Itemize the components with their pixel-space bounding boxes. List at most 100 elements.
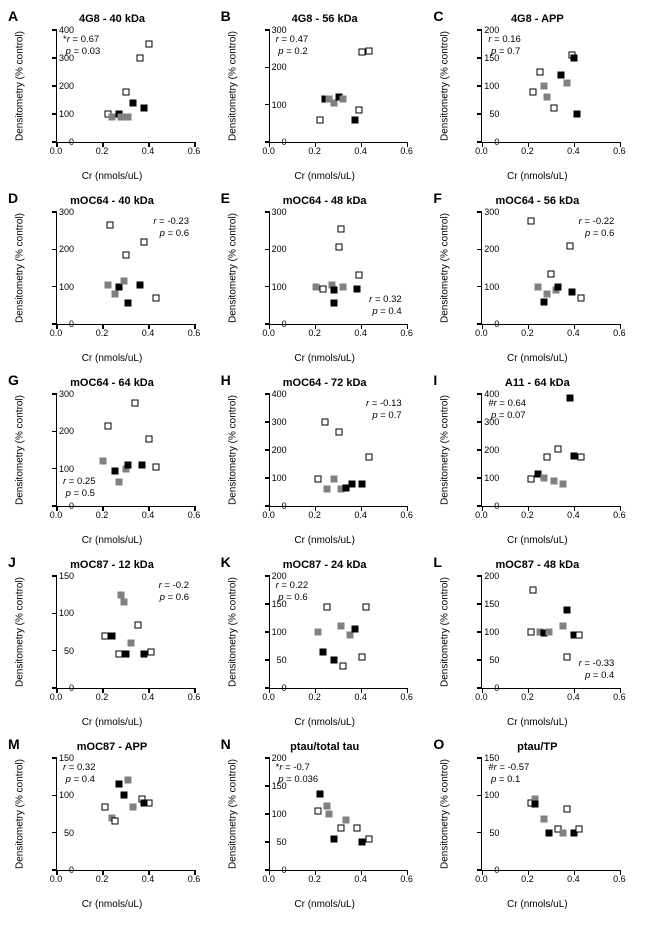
data-point <box>129 803 136 810</box>
data-point <box>555 445 562 452</box>
x-tick-label: 0.4 <box>354 510 367 520</box>
stats-label: #r = -0.57 p = 0.1 <box>488 762 529 786</box>
x-axis-label: Cr (nmols/uL) <box>433 171 641 182</box>
x-axis-label: Cr (nmols/uL) <box>8 353 216 364</box>
x-tick-label: 0.2 <box>96 874 109 884</box>
data-point <box>319 648 326 655</box>
data-point <box>349 480 356 487</box>
panel-L: LmOC87 - 48 kDa0501001502000.00.20.40.6r… <box>433 554 641 732</box>
data-point <box>141 105 148 112</box>
data-point <box>543 454 550 461</box>
y-axis-label: Densitometry (% control) <box>227 577 238 687</box>
data-point <box>324 603 331 610</box>
data-point <box>564 606 571 613</box>
data-point <box>317 116 324 123</box>
data-point <box>123 651 130 658</box>
data-point <box>104 281 111 288</box>
x-tick-label: 0.2 <box>308 328 321 338</box>
x-tick-label: 0.4 <box>567 692 580 702</box>
data-point <box>125 113 132 120</box>
data-point <box>146 435 153 442</box>
data-point <box>546 629 553 636</box>
data-point <box>559 829 566 836</box>
panel-title: ptau/TP <box>433 741 641 753</box>
data-point <box>569 289 576 296</box>
x-tick-label: 0.0 <box>475 328 488 338</box>
x-tick-label: 0.0 <box>50 328 63 338</box>
data-point <box>100 458 107 465</box>
plot-area: r = -0.33 p = 0.4 <box>481 576 620 689</box>
x-tick-label: 0.4 <box>567 328 580 338</box>
y-axis-label: Densitometry (% control) <box>227 31 238 141</box>
data-point <box>118 591 125 598</box>
y-axis-label: Densitometry (% control) <box>440 31 451 141</box>
plot-area: r = 0.32 p = 0.4 <box>269 212 408 325</box>
data-point <box>564 80 571 87</box>
panel-title: mOC64 - 72 kDa <box>221 377 429 389</box>
panel-title: 4G8 - APP <box>433 13 641 25</box>
panel-title: mOC64 - 48 kDa <box>221 195 429 207</box>
x-tick-label: 0.0 <box>475 874 488 884</box>
stats-label: r = 0.16 p = 0.7 <box>488 34 521 58</box>
panel-G: GmOC64 - 64 kDa01002003000.00.20.40.6r =… <box>8 372 216 550</box>
stats-label: r = -0.33 p = 0.4 <box>579 658 615 682</box>
data-point <box>148 649 155 656</box>
x-tick-label: 0.6 <box>400 146 413 156</box>
x-tick-label: 0.0 <box>262 874 275 884</box>
stats-label: r = 0.22 p = 0.6 <box>276 580 309 604</box>
data-point <box>111 291 118 298</box>
data-point <box>321 419 328 426</box>
panel-H: HmOC64 - 72 kDa01002003004000.00.20.40.6… <box>221 372 429 550</box>
data-point <box>559 480 566 487</box>
data-point <box>111 818 118 825</box>
data-point <box>358 654 365 661</box>
x-axis-label: Cr (nmols/uL) <box>221 717 429 728</box>
panel-title: mOC87 - 12 kDa <box>8 559 216 571</box>
data-point <box>541 816 548 823</box>
x-axis-label: Cr (nmols/uL) <box>8 171 216 182</box>
data-point <box>356 107 363 114</box>
x-axis-label: Cr (nmols/uL) <box>8 899 216 910</box>
plot-area: r = 0.47 p = 0.2 <box>269 30 408 143</box>
x-tick-label: 0.4 <box>567 146 580 156</box>
data-point <box>536 69 543 76</box>
x-tick-label: 0.0 <box>50 510 63 520</box>
data-point <box>331 287 338 294</box>
data-point <box>116 478 123 485</box>
data-point <box>317 791 324 798</box>
data-point <box>136 55 143 62</box>
x-tick-label: 0.0 <box>475 146 488 156</box>
x-tick-label: 0.0 <box>475 692 488 702</box>
x-tick-label: 0.0 <box>262 510 275 520</box>
data-point <box>534 283 541 290</box>
x-tick-label: 0.0 <box>50 874 63 884</box>
stats-label: r = -0.2 p = 0.6 <box>157 580 189 604</box>
data-point <box>123 88 130 95</box>
stats-label: r = 0.32 p = 0.4 <box>63 762 96 786</box>
data-point <box>141 238 148 245</box>
x-tick-label: 0.4 <box>142 692 155 702</box>
data-point <box>335 428 342 435</box>
x-axis-label: Cr (nmols/uL) <box>221 171 429 182</box>
x-tick-label: 0.2 <box>96 510 109 520</box>
data-point <box>548 270 555 277</box>
panel-title: mOC87 - 24 kDa <box>221 559 429 571</box>
data-point <box>129 99 136 106</box>
data-point <box>326 811 333 818</box>
data-point <box>314 476 321 483</box>
x-tick-label: 0.6 <box>613 510 626 520</box>
panel-C: C4G8 - APP0501001502000.00.20.40.6r = 0.… <box>433 8 641 186</box>
data-point <box>314 808 321 815</box>
data-point <box>564 654 571 661</box>
data-point <box>116 781 123 788</box>
panel-title: mOC64 - 40 kDa <box>8 195 216 207</box>
panel-title: mOC87 - 48 kDa <box>433 559 641 571</box>
data-point <box>146 41 153 48</box>
data-point <box>527 629 534 636</box>
x-tick-label: 0.4 <box>354 328 367 338</box>
data-point <box>575 631 582 638</box>
data-point <box>132 400 139 407</box>
plot-area: r = 0.16 p = 0.7 <box>481 30 620 143</box>
data-point <box>331 300 338 307</box>
x-tick-label: 0.2 <box>521 874 534 884</box>
